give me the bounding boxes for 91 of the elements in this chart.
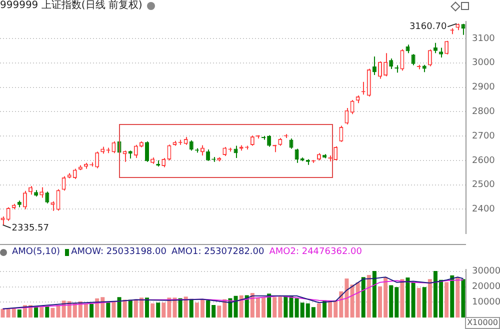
candlestick [112,140,116,154]
candlestick [50,200,55,212]
candlestick [222,146,227,157]
bar [34,307,38,318]
bar [189,298,194,318]
candlestick [134,144,138,158]
candlestick [433,42,438,54]
bar [178,298,182,318]
candlestick [384,52,388,77]
bar [184,296,188,318]
candlestick [40,186,44,198]
bar [40,307,44,318]
candlestick [444,40,449,55]
chart-title: 999999 上证指数(日线 前复权) [0,0,142,11]
candlestick [45,191,50,204]
bar [284,296,288,318]
candlestick [206,148,210,162]
bar [106,302,110,318]
candlestick [167,144,172,161]
y-tick-label: 30000 [472,266,500,277]
bar [450,275,454,318]
candlestick [145,140,150,162]
bar [234,296,238,318]
candlestick [200,144,204,156]
bar [267,294,272,318]
bar [322,300,327,318]
candlestick [400,48,404,72]
candlestick [189,140,194,152]
bar [90,304,94,318]
bar [156,302,160,318]
candlestick [234,145,238,158]
candlestick [122,150,127,162]
candlestick [72,168,77,180]
candlestick [439,47,444,58]
text: AMO1: 25307282.00 [171,247,264,258]
bar [461,279,466,318]
bar [50,308,55,318]
bar [316,303,321,318]
candlestick [6,206,10,222]
y-tick-label: 2400 [472,204,496,215]
annotation: 3160.70 [409,22,447,32]
bar [145,298,150,318]
chart-title: AMO(5,10) [12,247,60,258]
bar [150,303,155,318]
bar [372,270,376,318]
candlestick [334,146,338,161]
y-tick-label: 3000 [472,58,496,68]
bar [400,279,404,318]
legend-label: AMOW: 25033198.00 [70,247,166,258]
candlestick [389,58,394,70]
bar [456,277,460,318]
y-tick-label: 20000 [472,282,500,292]
y-tick-label: 2500 [472,180,496,190]
y-tick-label: 2900 [472,82,496,93]
bar [428,279,432,318]
candlestick [428,48,432,67]
y-tick-label: 10000 [472,298,500,308]
bar [122,300,127,318]
text: AMO2: 24476362.00 [269,247,362,258]
bar [112,301,116,318]
candlestick [339,125,344,142]
candlestick [62,176,66,192]
candlestick [95,151,100,169]
candlestick [411,54,416,66]
bar [444,282,449,318]
bar [366,274,371,318]
bar [17,309,22,318]
candlestick [372,56,376,76]
candlestick [294,148,299,164]
annotation: 2335.57 [12,223,49,234]
y-tick-label: 2800 [472,106,496,117]
bar [128,300,132,318]
bar [361,277,366,318]
candlestick [162,157,166,168]
bar [422,287,426,318]
candlestick [250,135,254,146]
candlestick [267,134,272,148]
bar [239,295,244,318]
y-tick-label: 3100 [472,34,496,44]
bar [45,306,50,318]
bar [117,297,122,318]
text: X10000 [465,317,500,329]
bar [416,288,421,318]
bar [411,282,416,318]
candlestick [350,99,354,115]
y-tick-label: 2700 [472,131,496,142]
y-tick-label: 2600 [472,156,496,166]
candlestick [22,190,27,210]
candlestick [378,60,382,80]
bar [244,295,249,318]
candlestick [344,107,349,125]
